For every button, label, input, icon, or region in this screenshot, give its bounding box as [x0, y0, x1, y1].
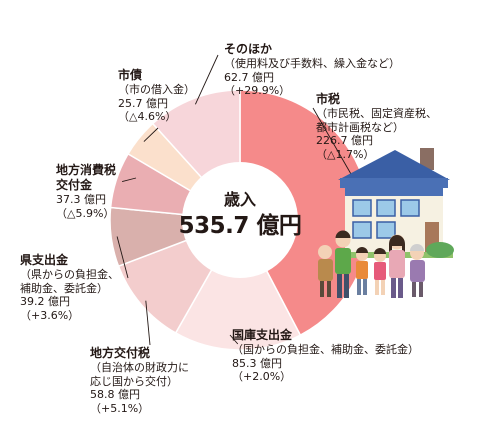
- slice-detail: 応じ国から交付）: [90, 374, 178, 388]
- slice-change: （+29.9%）: [224, 84, 291, 97]
- slice-change: （+5.1%）: [90, 401, 150, 415]
- family-illustration: [318, 230, 425, 298]
- pie-center-hole: [182, 162, 298, 278]
- slice-name: 地方交付税: [90, 346, 151, 360]
- slice-amount: 58.8 億円: [90, 388, 140, 401]
- leader-line-3: [116, 236, 129, 279]
- slice-detail: 補助金、委託金）: [20, 281, 108, 295]
- slice-detail: （市民税、固定資産税、: [316, 107, 437, 120]
- slice-amount: 25.7 億円: [118, 96, 168, 110]
- slice-amount: 37.3 億円: [56, 193, 106, 206]
- chart-center-total: 535.7 億円: [178, 213, 302, 239]
- leader-line-1: [229, 334, 239, 345]
- slice-change: （+3.6%）: [20, 308, 80, 322]
- label-shizei: 市税 （市民税、固定資産税、 都市計画税など） 226.7 億円 （△1.7%）: [316, 92, 437, 161]
- label-kokko: 国庫支出金 （国からの負担金、補助金、委託金） 85.3 億円 （+2.0%）: [232, 328, 419, 384]
- slice-name: 県支出金: [20, 253, 69, 267]
- slice-amount: 226.7 億円: [316, 134, 373, 147]
- slice-name: 市税: [316, 92, 341, 106]
- label-sonohoka: そのほか （使用料及び手数料、繰入金など） 62.7 億円 （+29.9%）: [224, 42, 400, 98]
- slice-detail: 都市計画税など）: [316, 120, 404, 134]
- label-kenshishutsu: 県支出金 （県からの負担金、 補助金、委託金） 39.2 億円 （+3.6%）: [20, 253, 119, 322]
- leader-line-6: [194, 54, 219, 105]
- slice-change: （△4.6%）: [118, 110, 177, 123]
- slice-name: 市債: [118, 68, 143, 82]
- slice-detail: （自治体の財政力に: [90, 361, 189, 374]
- slice-change: （△1.7%）: [316, 147, 375, 161]
- pie-slice-1: [174, 218, 302, 351]
- leader-line-5: [143, 127, 159, 142]
- slice-detail: （県からの負担金、: [20, 268, 119, 281]
- slice-change: （+2.0%）: [232, 370, 292, 383]
- slice-amount: 62.7 億円: [224, 70, 274, 84]
- slice-name: 地方消費税: [56, 163, 117, 177]
- slice-name: 国庫支出金: [232, 328, 293, 342]
- slice-name: そのほか: [224, 42, 273, 56]
- slice-change: （△5.9%）: [56, 206, 115, 220]
- label-shisai: 市債 （市の借入金） 25.7 億円 （△4.6%）: [118, 68, 195, 124]
- leader-line-2: [145, 300, 151, 346]
- leader-line-4: [121, 177, 137, 183]
- chart-center-title: 歳入: [223, 190, 256, 209]
- slice-detail: （国からの負担金、補助金、委託金）: [232, 343, 419, 356]
- slice-detail: （市の借入金）: [118, 83, 195, 96]
- slice-amount: 85.3 億円: [232, 356, 282, 370]
- slice-detail: （使用料及び手数料、繰入金など）: [224, 57, 400, 70]
- label-shohizei: 地方消費税 交付金 37.3 億円 （△5.9%）: [56, 163, 116, 220]
- label-koufuzei: 地方交付税 （自治体の財政力に 応じ国から交付） 58.8 億円 （+5.1%）: [90, 346, 189, 415]
- slice-name: 交付金: [56, 178, 93, 192]
- slice-amount: 39.2 億円: [20, 295, 70, 308]
